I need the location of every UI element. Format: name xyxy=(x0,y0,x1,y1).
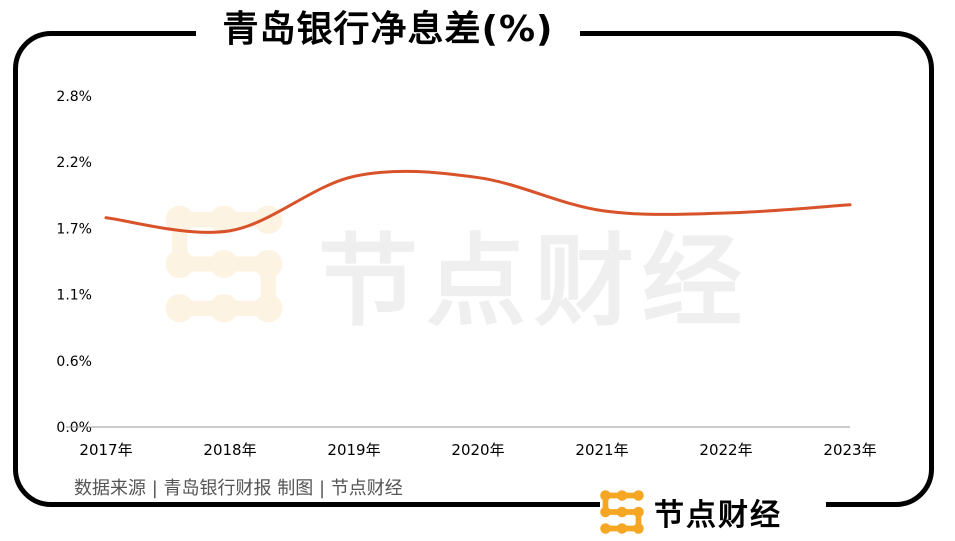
y-tick-label: 2.2% xyxy=(56,155,92,171)
y-axis: 0.0% 0.6% 1.1% 1.7% 2.2% 2.8% xyxy=(56,89,92,436)
series-group xyxy=(104,169,852,234)
brand-name: 节点财经 xyxy=(654,498,782,533)
brand-footer: 节点财经 xyxy=(600,487,826,537)
y-tick-label: 1.7% xyxy=(56,221,92,237)
y-tick-label: 0.0% xyxy=(56,420,92,436)
y-tick-label: 1.1% xyxy=(56,288,92,304)
y-tick-label: 2.8% xyxy=(56,89,92,105)
y-tick-label: 0.6% xyxy=(56,354,92,370)
x-tick-label: 2019年 xyxy=(327,441,380,459)
title-bar: 青岛银行净息差(%) xyxy=(196,2,580,50)
x-tick-label: 2018年 xyxy=(203,441,256,459)
x-tick-label: 2023年 xyxy=(823,441,876,459)
node-logo-icon xyxy=(600,490,644,534)
watermark-logo-icon xyxy=(165,205,283,323)
series-line xyxy=(104,169,852,234)
chart-title: 青岛银行净息差(%) xyxy=(222,9,554,50)
x-tick-label: 2022年 xyxy=(699,441,752,459)
x-tick-label: 2020年 xyxy=(451,441,504,459)
source-note: 数据来源 | 青岛银行财报 制图 | 节点财经 xyxy=(74,478,403,499)
x-axis: 2017年 2018年 2019年 2020年 2021年 2022年 2023年 xyxy=(79,441,876,459)
x-tick-label: 2017年 xyxy=(79,441,132,459)
watermark-text: 节点财经 xyxy=(318,223,750,340)
x-tick-label: 2021年 xyxy=(575,441,628,459)
